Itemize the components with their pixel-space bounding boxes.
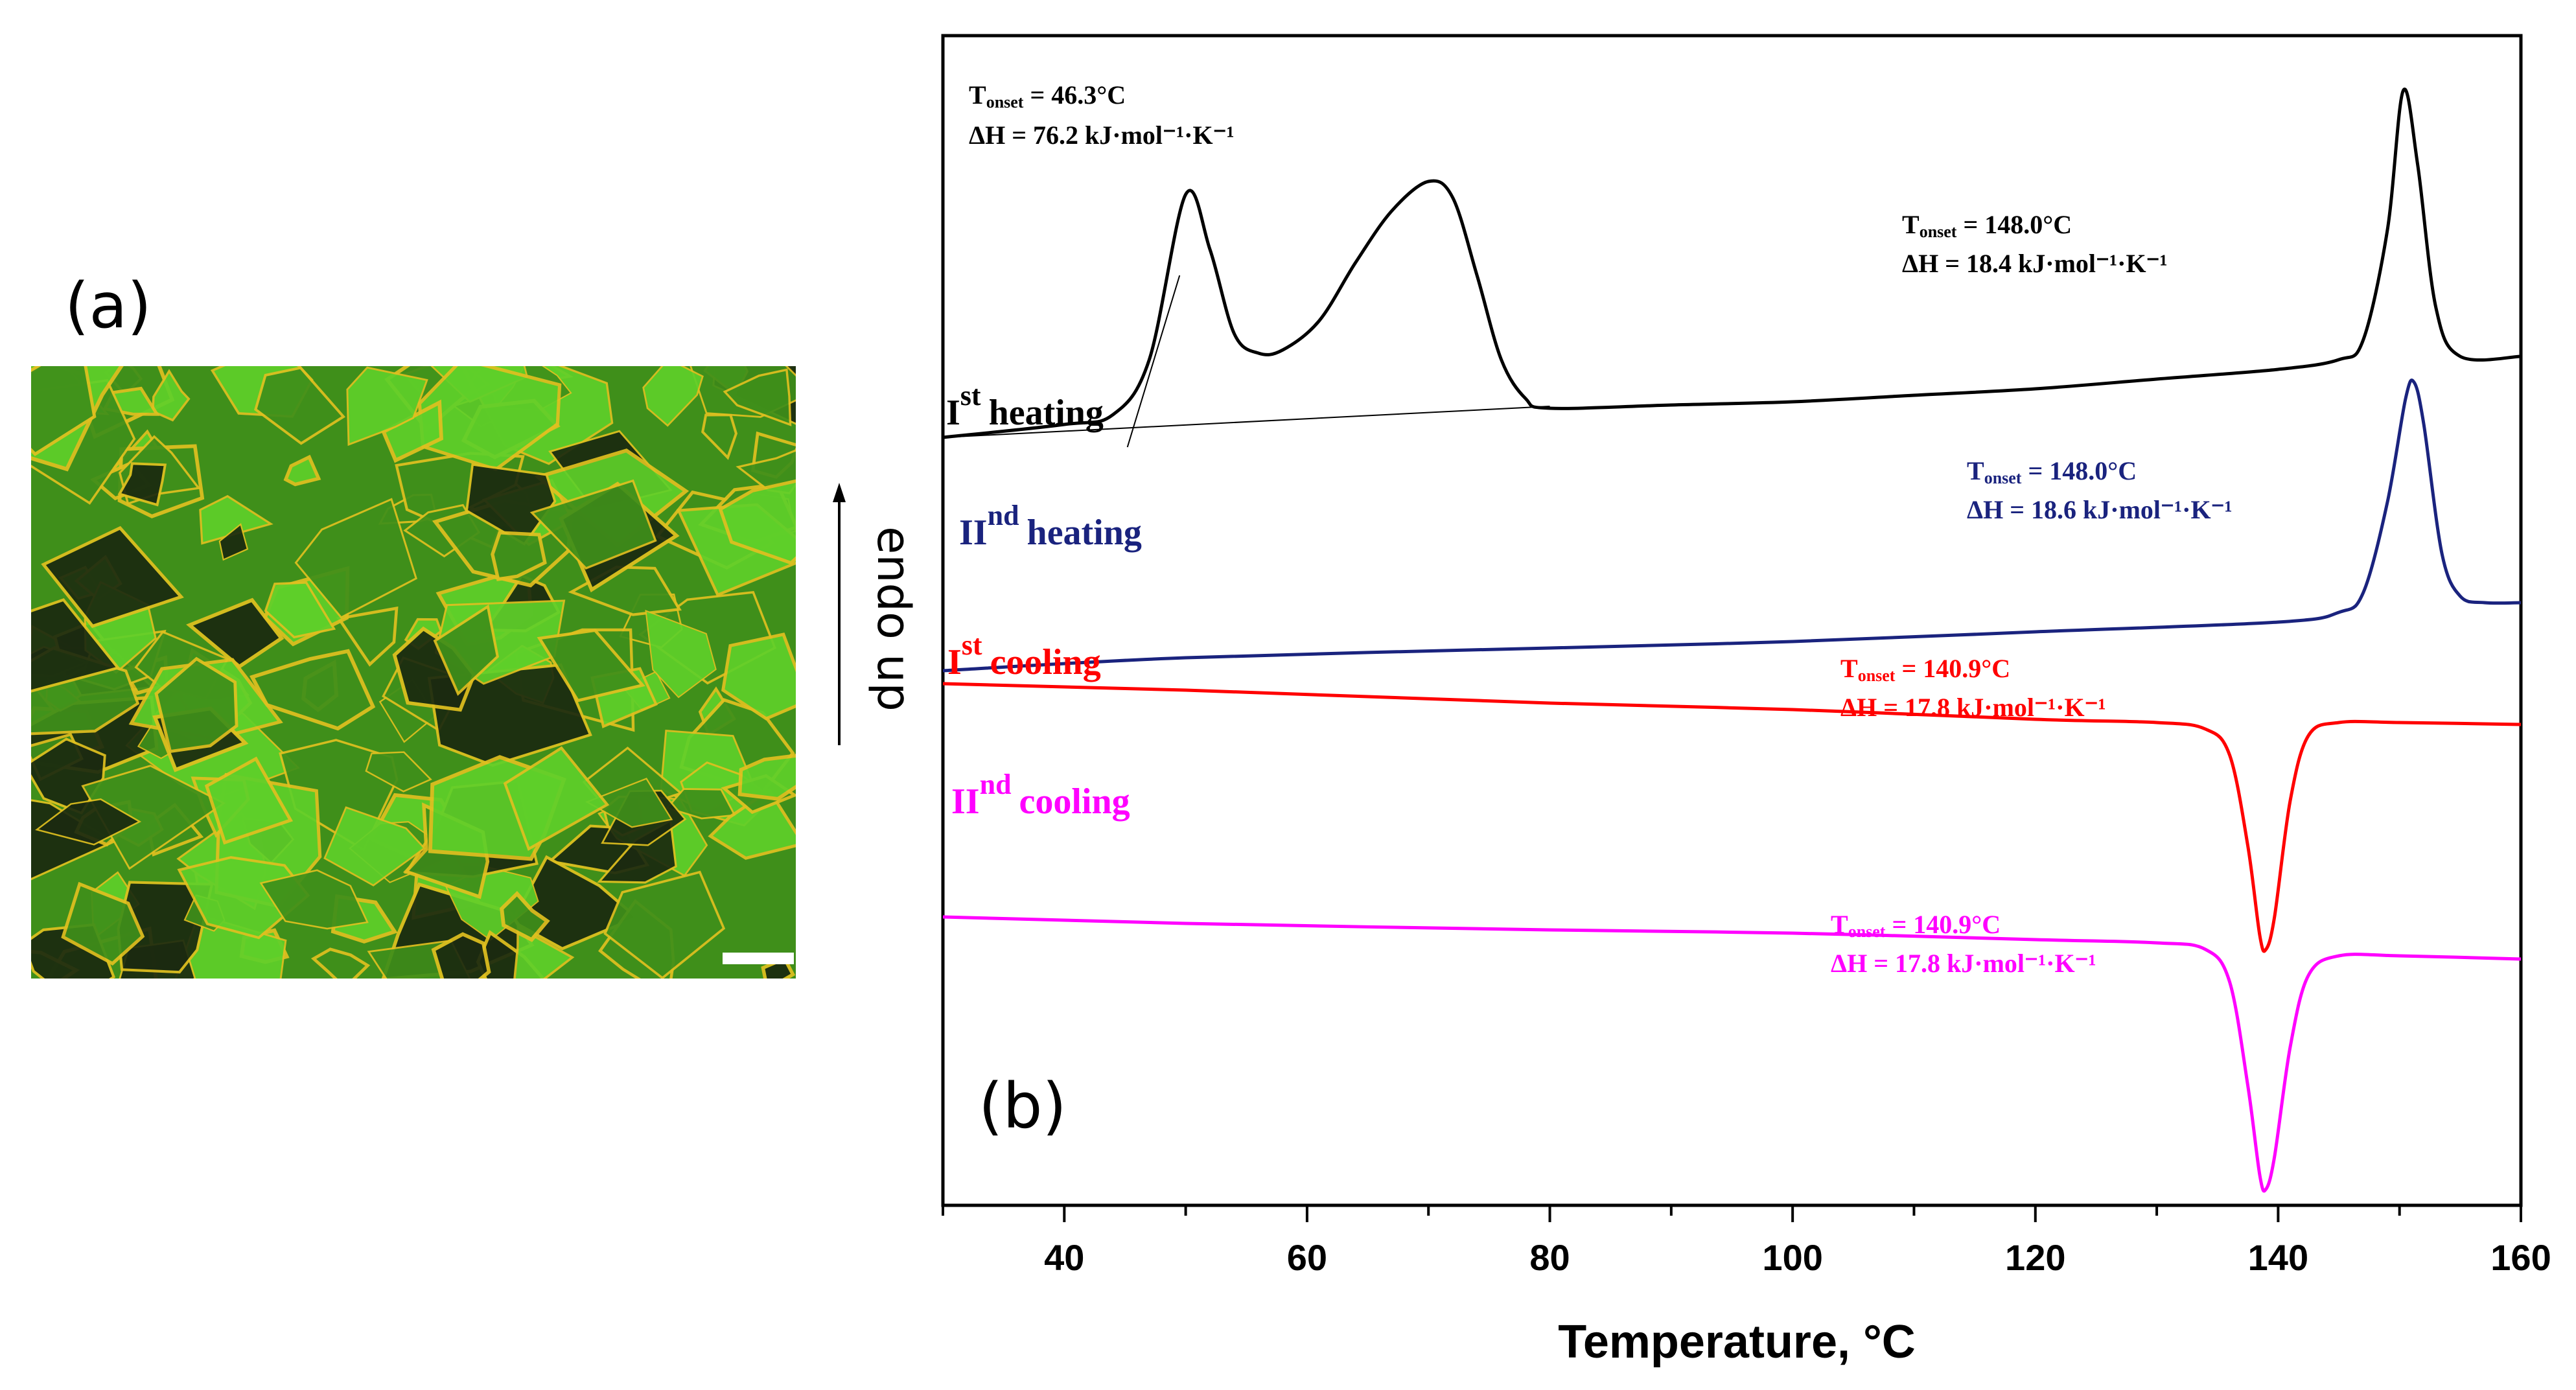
micrograph-grain [491,531,547,581]
micrograph-grain [721,632,796,721]
micrograph-grain [346,366,428,446]
micrograph-grain [529,479,657,570]
micrograph-image [31,366,796,979]
annotation-heating-1-low: Tonset = 46.3°C ΔH = 76.2 kJ·mol⁻¹·K⁻¹ [969,80,1235,150]
micrograph-grain [35,798,142,846]
x-tick-label: 100 [1762,1237,1822,1278]
y-axis-label: endo up [867,526,920,712]
micrograph-grain [249,649,376,731]
micrograph-grain [310,947,371,979]
micrograph-grain [151,369,191,422]
onset-baseline [942,406,1550,438]
series-label-heating-2: IInd heating [959,500,1142,553]
annotation-cooling-2: Tonset = 140.9°C ΔH = 17.8 kJ·mol⁻¹·K⁻¹ [1831,910,2096,978]
svg-text:Tonset = 140.9°C: Tonset = 140.9°C [1831,910,2001,941]
x-axis-tick-labels: 40 60 80 100 120 140 160 [1044,1237,2551,1278]
x-tick-label: 80 [1529,1237,1570,1278]
svg-text:ΔH = 76.2 kJ·mol⁻¹·K⁻¹: ΔH = 76.2 kJ·mol⁻¹·K⁻¹ [969,121,1235,150]
annotation-heating-1-high: Tonset = 148.0°C ΔH = 18.4 kJ·mol⁻¹·K⁻¹ [1902,210,2168,278]
micrograph-grain [218,523,249,561]
micrograph-grain [154,656,238,754]
svg-text:ΔH = 17.8 kJ·mol⁻¹·K⁻¹: ΔH = 17.8 kJ·mol⁻¹·K⁻¹ [1840,693,2106,722]
x-axis-ticks [942,1205,2522,1222]
micrograph-grain [283,454,321,487]
micrograph-grain [431,932,491,979]
onset-tangent [1126,275,1181,448]
micrograph-grain [645,609,717,699]
x-tick-label: 160 [2490,1237,2551,1278]
svg-text:Tonset = 148.0°C: Tonset = 148.0°C [1902,210,2072,241]
micrograph-grain [41,526,184,629]
svg-text:ΔH = 18.4 kJ·mol⁻¹·K⁻¹: ΔH = 18.4 kJ·mol⁻¹·K⁻¹ [1902,249,2168,278]
x-tick-label: 40 [1044,1237,1084,1278]
micrograph-grain [254,366,346,445]
micrograph-grain [31,598,121,693]
panel-a-label: (a) [65,270,152,342]
svg-text:Tonset = 46.3°C: Tonset = 46.3°C [969,80,1126,111]
micrograph-grain [61,881,145,966]
series-line-cooling-1 [942,682,2522,953]
svg-text:ΔH = 18.6 kJ·mol⁻¹·K⁻¹: ΔH = 18.6 kJ·mol⁻¹·K⁻¹ [1967,495,2233,524]
series-label-cooling-1: Ist cooling [947,629,1101,682]
svg-text:Tonset = 148.0°C: Tonset = 148.0°C [1967,456,2137,487]
micrograph-scale-bar [723,953,794,964]
micrograph-grain [737,754,796,801]
panel-b-label: (b) [979,1070,1067,1142]
micrograph-grain [701,413,738,460]
micrograph-grain [503,746,610,851]
micrograph-grain [81,765,226,870]
svg-text:ΔH = 17.8 kJ·mol⁻¹·K⁻¹: ΔH = 17.8 kJ·mol⁻¹·K⁻¹ [1831,949,2096,978]
micrograph-grain [603,870,726,979]
micrograph-grain [294,498,418,619]
annotation-cooling-1: Tonset = 140.9°C ΔH = 17.8 kJ·mol⁻¹·K⁻¹ [1840,654,2106,722]
series-label-heating-1: Ist heating [946,380,1104,433]
micrograph-grain [259,869,369,930]
x-tick-label: 120 [2005,1237,2065,1278]
micrograph-grain [433,604,499,696]
micrograph-grain [500,890,550,942]
micrograph-grain [537,629,645,702]
svg-text:Tonset = 140.9°C: Tonset = 140.9°C [1840,654,2010,685]
micrograph-grain [264,581,336,639]
micrograph-grain [177,856,310,940]
series-line-heating-2 [942,378,2522,673]
x-tick-label: 140 [2248,1237,2308,1278]
micrograph-grains [31,366,796,979]
series-layer [942,87,2522,1193]
micrograph-grain [723,368,792,426]
x-tick-label: 60 [1287,1237,1327,1278]
micrograph-grain [642,366,704,427]
annotation-heating-2: Tonset = 148.0°C ΔH = 18.6 kJ·mol⁻¹·K⁻¹ [1967,456,2233,524]
micrograph-grain [718,479,796,565]
series-line-cooling-2 [942,915,2522,1193]
micrograph-grain [365,751,432,793]
micrograph-grain [31,366,97,456]
endo-arrow-head-icon [833,483,846,502]
micrograph-grain [666,788,736,820]
micrograph-grain [323,806,426,886]
plot-frame [941,34,2523,1207]
x-axis-label: Temperature, °C [1558,1316,1916,1368]
micrograph-grain [186,597,284,669]
micrograph-grain [117,462,167,507]
y-axis-label-group: endo up [833,483,920,745]
micrograph-grain [204,756,294,845]
series-label-cooling-2: IInd cooling [951,769,1130,822]
